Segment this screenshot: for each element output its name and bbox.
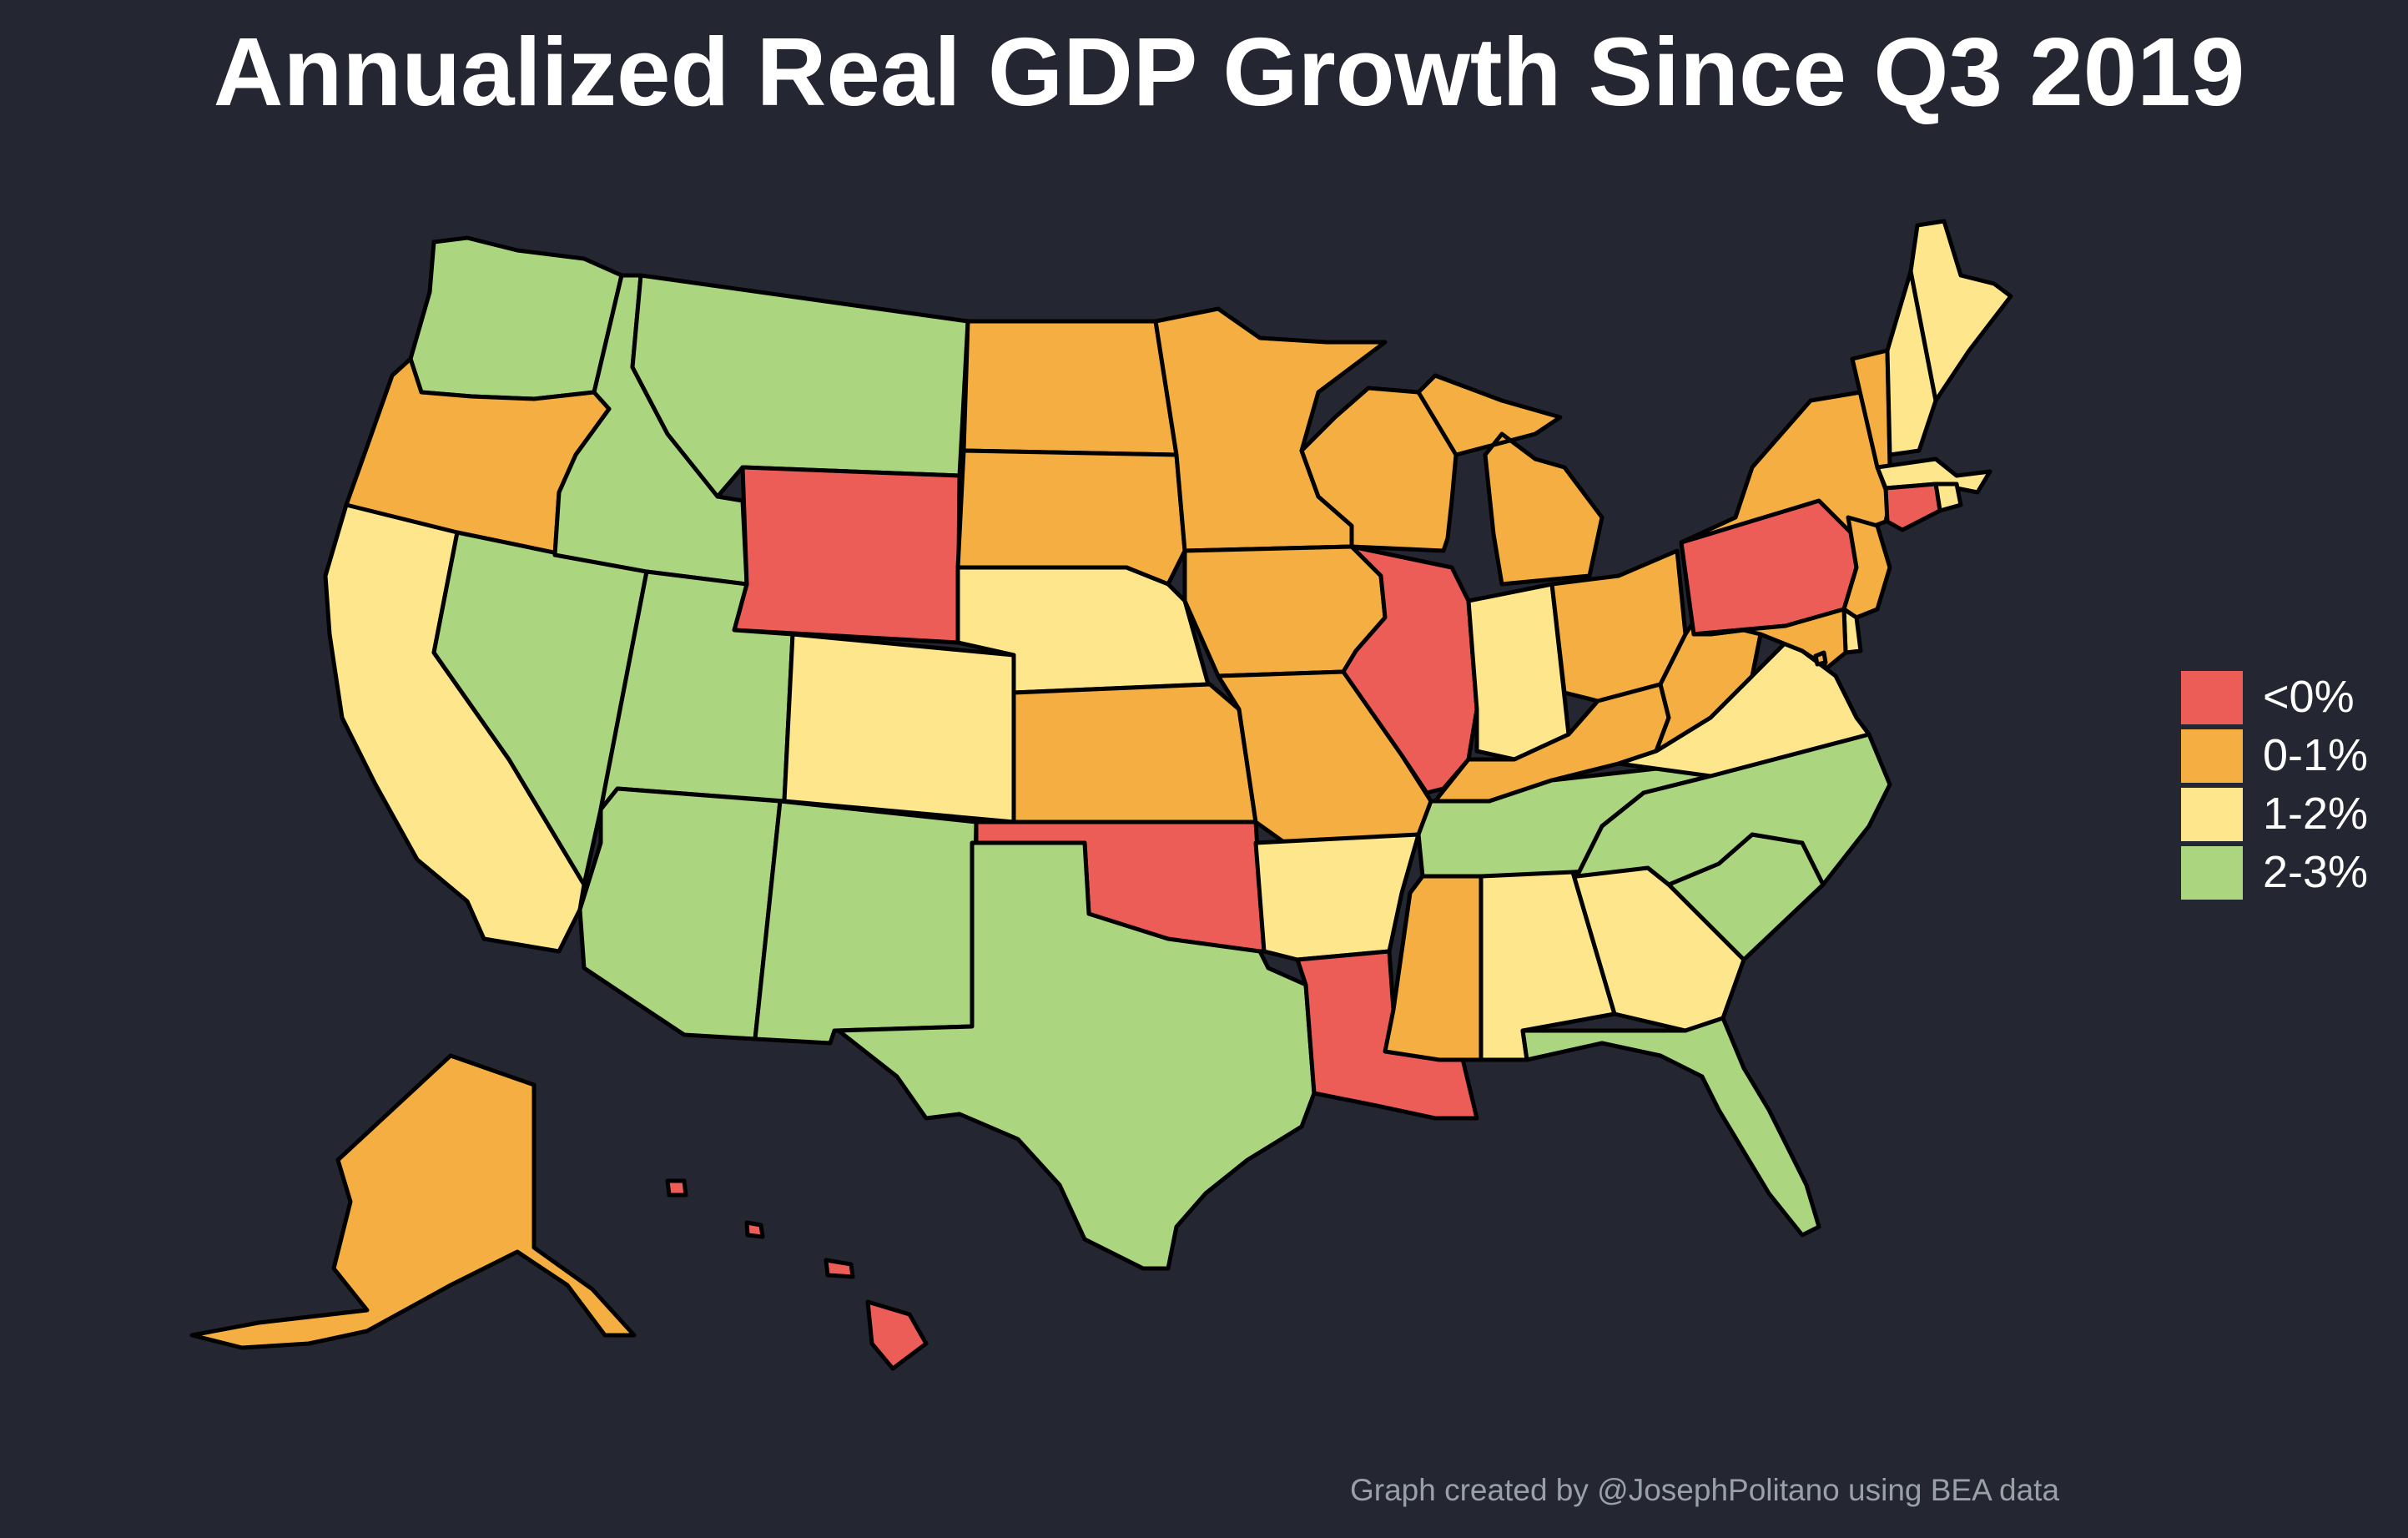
legend-label: 0-1%	[2263, 730, 2369, 780]
page-title: Annualized Real GDP Growth Since Q3 2019	[213, 18, 2245, 126]
state-hi	[665, 1178, 929, 1371]
state-nm	[753, 799, 979, 1046]
state-wi	[1299, 386, 1458, 553]
legend-swatch	[2181, 846, 2243, 900]
state-nh	[1885, 269, 1938, 457]
state-dc	[1813, 650, 1828, 667]
state-az	[577, 786, 783, 1041]
state-co	[782, 632, 1016, 824]
legend-item-zero-to-one: 0-1%	[2181, 726, 2398, 784]
legend-swatch	[2181, 788, 2243, 841]
state-nd	[961, 319, 1179, 457]
state-ks	[1011, 682, 1258, 824]
state-fl	[1520, 1016, 1821, 1238]
state-ar	[1253, 832, 1421, 962]
legend: <0% 0-1% 1-2% 2-3%	[2181, 668, 2398, 901]
legend-swatch	[2181, 729, 2243, 783]
state-sd	[955, 448, 1187, 587]
legend-item-two-to-three: 2-3%	[2181, 843, 2398, 901]
state-nj	[1841, 515, 1892, 620]
legend-swatch	[2181, 671, 2243, 724]
state-mi	[1416, 373, 1604, 587]
state-ct	[1883, 482, 1942, 532]
state-wa	[408, 235, 624, 401]
state-wy	[732, 465, 962, 645]
legend-item-one-to-two: 1-2%	[2181, 784, 2398, 843]
legend-label: 1-2%	[2263, 789, 2369, 839]
state-ak	[189, 1053, 637, 1350]
legend-item-below-zero: <0%	[2181, 668, 2398, 726]
credit-caption: Graph created by @JosephPolitano using B…	[1350, 1473, 2060, 1507]
legend-label: <0%	[2263, 672, 2355, 722]
legend-label: 2-3%	[2263, 847, 2369, 897]
state-nc	[1574, 732, 1892, 887]
states-layer	[189, 219, 2013, 1371]
state-me	[1908, 219, 2013, 403]
state-tx	[836, 840, 1317, 1271]
